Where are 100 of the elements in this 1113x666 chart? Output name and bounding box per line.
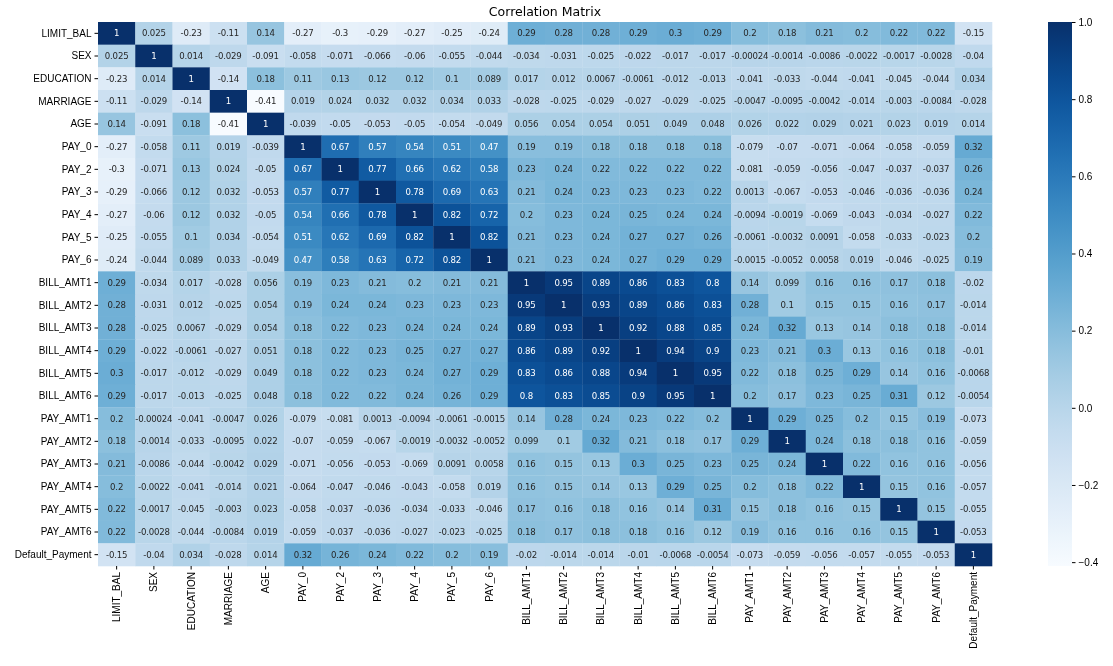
data-label: 0.034 bbox=[961, 73, 986, 84]
data-label: 0.25 bbox=[666, 459, 685, 470]
data-label: 0.048 bbox=[253, 391, 278, 402]
data-label: -0.003 bbox=[885, 96, 913, 107]
data-label: 0.26 bbox=[330, 549, 350, 560]
data-label: -0.0042 bbox=[212, 459, 245, 470]
data-label: 0.2 bbox=[966, 232, 980, 243]
data-label: -0.055 bbox=[885, 549, 913, 560]
x-tick-label: PAY_AMT3 bbox=[818, 571, 830, 623]
data-label: 0.12 bbox=[181, 187, 201, 198]
y-tick-label: PAY_AMT1 bbox=[40, 412, 92, 424]
data-label: 0.17 bbox=[926, 300, 946, 311]
data-label: 0.099 bbox=[514, 436, 539, 447]
data-label: -0.0061 bbox=[175, 345, 208, 356]
data-label: -0.034 bbox=[401, 504, 428, 515]
data-label: -0.091 bbox=[252, 51, 279, 62]
data-label: 0.16 bbox=[554, 504, 573, 515]
data-label: 1 bbox=[188, 73, 194, 84]
data-label: -0.0015 bbox=[733, 255, 766, 266]
y-tick-label: Default_Payment bbox=[14, 548, 92, 560]
data-label: 1 bbox=[486, 255, 492, 266]
data-label: -0.029 bbox=[140, 96, 168, 107]
data-label: -0.056 bbox=[811, 549, 838, 560]
data-label: -0.0061 bbox=[733, 232, 766, 243]
data-label: 0.0067 bbox=[586, 73, 616, 84]
data-label: 0.18 bbox=[293, 323, 313, 334]
data-label: -0.0017 bbox=[137, 504, 170, 515]
y-tick-label: PAY_AMT2 bbox=[40, 435, 92, 447]
data-label: -0.057 bbox=[848, 549, 875, 560]
data-label: 0.24 bbox=[368, 549, 387, 560]
data-label: -0.05 bbox=[329, 119, 351, 130]
data-label: 0.23 bbox=[591, 187, 611, 198]
data-label: 0.2 bbox=[855, 413, 869, 424]
data-label: 0.22 bbox=[889, 28, 909, 39]
data-label: 0.13 bbox=[330, 73, 350, 84]
data-label: 0.29 bbox=[703, 255, 722, 266]
data-label: 1 bbox=[449, 232, 455, 243]
data-label: 0.23 bbox=[554, 232, 573, 243]
data-label: 0.2 bbox=[743, 391, 757, 402]
data-label: 0.23 bbox=[666, 187, 685, 198]
data-label: -0.033 bbox=[177, 436, 205, 447]
data-label: -0.036 bbox=[364, 527, 391, 538]
data-label: 0.089 bbox=[179, 255, 203, 266]
data-label: -0.029 bbox=[215, 51, 242, 62]
data-label: 0.8 bbox=[519, 391, 533, 402]
data-label: -0.029 bbox=[215, 323, 242, 334]
data-label: -0.00024 bbox=[135, 413, 173, 424]
data-label: 0.83 bbox=[703, 300, 722, 311]
data-label: -0.00024 bbox=[731, 51, 769, 62]
x-tick-label: PAY_4 bbox=[409, 571, 421, 602]
data-label: 0.88 bbox=[666, 323, 685, 334]
data-label: -0.0061 bbox=[622, 73, 655, 84]
data-label: 0.23 bbox=[368, 345, 387, 356]
data-label: -0.058 bbox=[848, 232, 875, 243]
data-label: 0.22 bbox=[628, 164, 648, 175]
data-label: 0.034 bbox=[216, 232, 241, 243]
data-label: 0.15 bbox=[554, 459, 573, 470]
data-label: 0.11 bbox=[293, 73, 313, 84]
data-label: 0.23 bbox=[517, 164, 536, 175]
data-label: -0.014 bbox=[215, 481, 242, 492]
data-label: 0.22 bbox=[368, 391, 387, 402]
data-label: -0.14 bbox=[180, 96, 202, 107]
data-label: 0.78 bbox=[405, 187, 424, 198]
data-label: 0.012 bbox=[551, 73, 576, 84]
data-label: -0.025 bbox=[140, 323, 168, 334]
data-label: 0.69 bbox=[368, 232, 387, 243]
data-label: -0.15 bbox=[106, 549, 128, 560]
data-label: 0.27 bbox=[442, 368, 462, 379]
data-label: 0.54 bbox=[405, 141, 424, 152]
data-label: -0.053 bbox=[252, 187, 279, 198]
data-label: -0.06 bbox=[143, 209, 165, 220]
y-tick-label: BILL_AMT5 bbox=[38, 367, 92, 379]
data-label: -0.037 bbox=[326, 504, 354, 515]
data-label: 0.95 bbox=[517, 300, 536, 311]
data-label: -0.055 bbox=[438, 51, 466, 62]
data-label: -0.071 bbox=[289, 459, 317, 470]
data-label: 0.18 bbox=[666, 436, 685, 447]
data-label: 0.66 bbox=[330, 209, 350, 220]
data-label: 0.28 bbox=[107, 323, 126, 334]
x-tick-label: BILL_AMT1 bbox=[520, 571, 532, 625]
data-label: 1 bbox=[374, 187, 381, 198]
data-label: 0.18 bbox=[628, 141, 648, 152]
data-label: 1 bbox=[709, 391, 716, 402]
data-label: 0.12 bbox=[181, 209, 201, 220]
data-label: 0.019 bbox=[253, 527, 278, 538]
data-label: 1 bbox=[784, 436, 790, 447]
data-label: 0.22 bbox=[815, 481, 834, 492]
data-label: 0.22 bbox=[591, 164, 611, 175]
data-label: -0.14 bbox=[217, 73, 239, 84]
data-label: 0.89 bbox=[554, 345, 573, 356]
data-label: -0.025 bbox=[587, 51, 615, 62]
x-tick-label: PAY_5 bbox=[446, 571, 458, 602]
y-tick-label: PAY_AMT6 bbox=[40, 526, 92, 538]
data-label: -0.0086 bbox=[808, 51, 841, 62]
data-label: 0.12 bbox=[926, 391, 946, 402]
data-label: 0.022 bbox=[253, 436, 278, 447]
data-label: 0.18 bbox=[517, 527, 536, 538]
data-label: 0.72 bbox=[405, 255, 424, 266]
data-label: -0.071 bbox=[811, 141, 838, 152]
data-label: -0.033 bbox=[885, 232, 913, 243]
